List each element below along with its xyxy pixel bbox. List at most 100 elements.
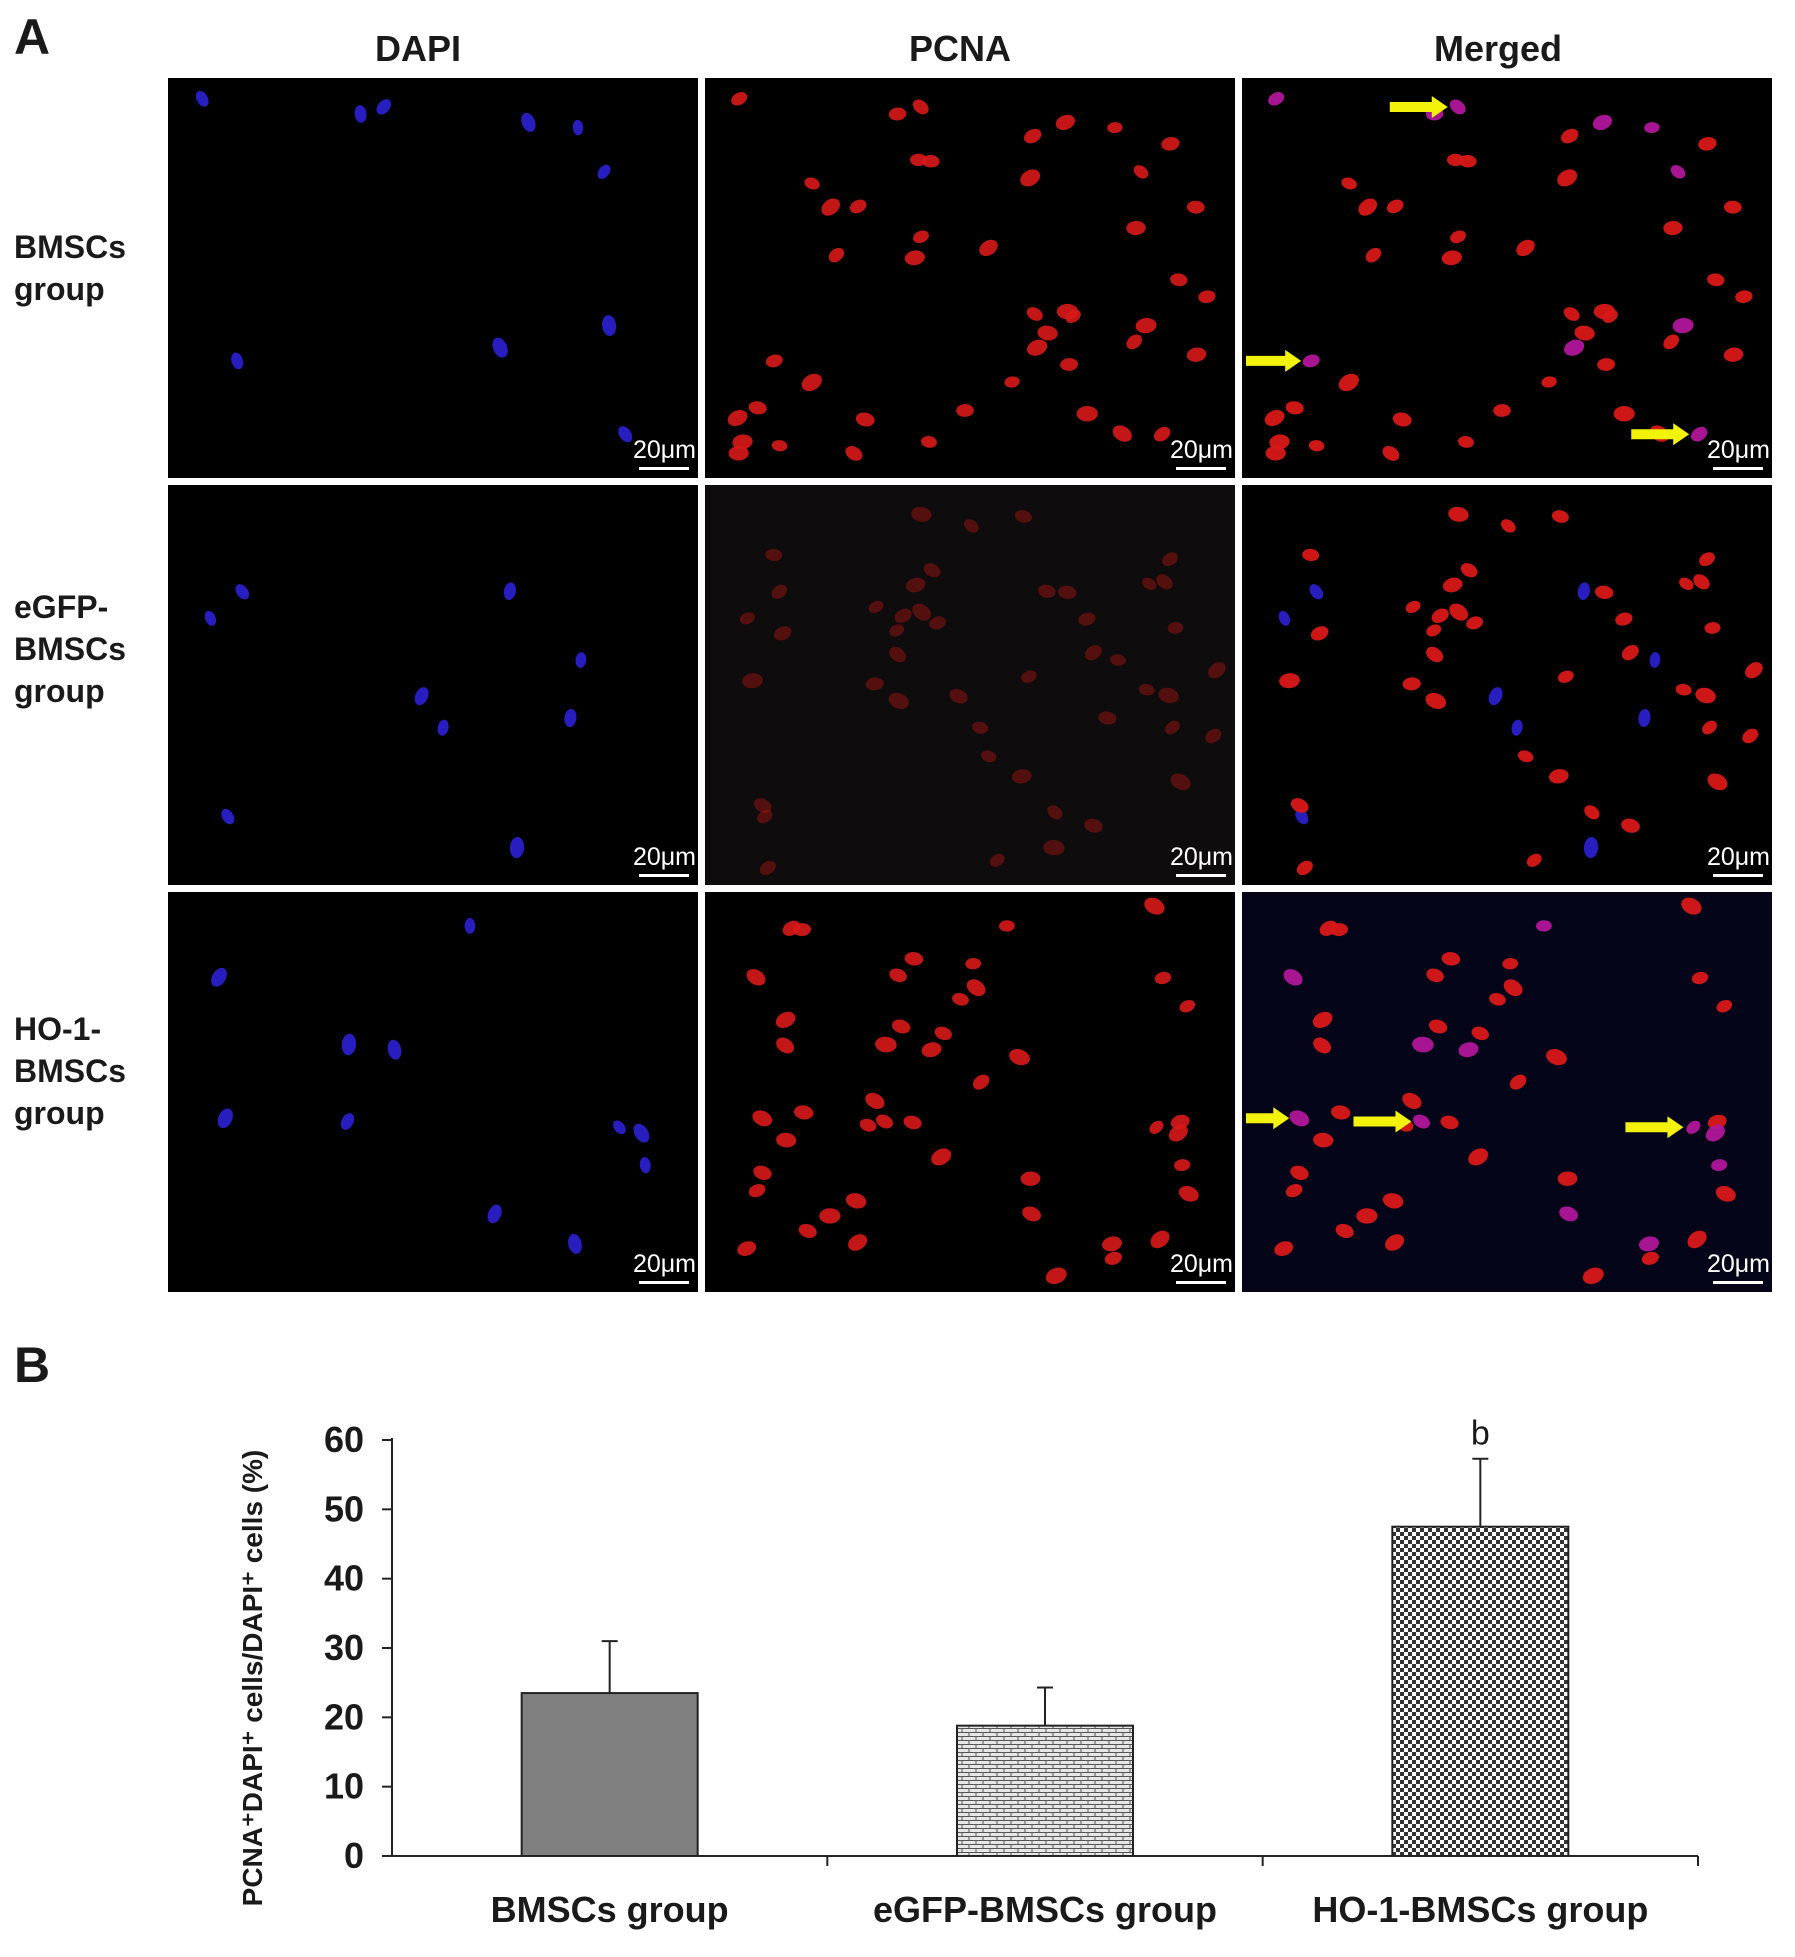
y-axis-title: PCNA⁺DAPI⁺ cells/DAPI⁺ cells (%) — [237, 1450, 268, 1907]
cell-nucleus — [765, 548, 783, 562]
cell-nucleus — [1402, 677, 1421, 691]
cell-nucleus — [929, 616, 947, 630]
row-label-line: group — [14, 673, 105, 709]
cell-nucleus — [1020, 1171, 1041, 1186]
cell-nucleus — [746, 969, 766, 986]
scale-bar: 20μm — [633, 436, 696, 470]
cell-nucleus — [1441, 250, 1462, 266]
cell-nucleus — [639, 1157, 651, 1174]
arrow-icon — [1631, 423, 1690, 446]
cell-layer — [737, 897, 1199, 1285]
scale-bar-label: 20μm — [1706, 1250, 1770, 1278]
cell-nucleus — [1268, 92, 1285, 106]
cell-nucleus — [1022, 1206, 1041, 1222]
cell-nucleus — [753, 1165, 772, 1180]
cell-nucleus — [1502, 957, 1519, 970]
y-tick-label: 50 — [324, 1488, 364, 1529]
cell-nucleus — [913, 230, 929, 244]
cell-nucleus — [1179, 999, 1196, 1013]
cell-nucleus — [1509, 1074, 1527, 1090]
cell-nucleus — [1536, 920, 1552, 932]
scale-bar-line — [1176, 1281, 1227, 1284]
cell-nucleus — [1142, 577, 1157, 590]
cell-nucleus — [1641, 1251, 1660, 1265]
cell-nucleus — [341, 1033, 357, 1056]
row-label-line: group — [14, 271, 105, 307]
cell-nucleus — [1138, 683, 1155, 696]
cell-nucleus — [1084, 818, 1103, 833]
cell-nucleus — [828, 247, 845, 263]
scale-bar-line — [1176, 874, 1227, 877]
cell-nucleus — [1144, 897, 1165, 915]
bar-chart: 0 10 20 30 40 50 60 BMSCs group eGFP-BMSCs group… — [237, 1415, 1699, 1930]
cell-layer — [1278, 506, 1763, 876]
cell-nucleus — [437, 719, 449, 736]
cell-nucleus — [1026, 307, 1043, 321]
cell-layer — [727, 92, 1216, 461]
column-header-pcna: PCNA — [908, 28, 1011, 69]
cell-nucleus — [757, 809, 773, 824]
cell-nucleus — [1102, 1236, 1122, 1252]
cell-nucleus — [1705, 1124, 1725, 1142]
cell-nucleus — [1170, 1114, 1190, 1130]
cell-nucleus — [1060, 358, 1078, 371]
cell-nucleus — [1441, 952, 1461, 966]
cell-nucleus — [1133, 165, 1149, 179]
cell-nucleus — [1283, 969, 1303, 986]
cell-nucleus — [1045, 1267, 1067, 1285]
scale-bar: 20μm — [633, 1250, 696, 1284]
cell-nucleus — [775, 1011, 796, 1028]
panel-a-letter: A — [14, 9, 51, 65]
cell-nucleus — [1449, 99, 1466, 115]
micrograph-ho1-bmscs-pcna: 20μm — [705, 892, 1235, 1292]
cell-nucleus — [1112, 425, 1132, 442]
cell-nucleus — [211, 967, 227, 987]
cell-nucleus — [1466, 616, 1484, 630]
scale-bar-label: 20μm — [1706, 436, 1770, 464]
scale-bar: 20μm — [1707, 436, 1770, 470]
cell-nucleus — [1723, 200, 1742, 214]
cell-nucleus — [868, 600, 884, 613]
cell-nucleus — [1405, 600, 1421, 613]
cell-nucleus — [572, 119, 584, 136]
cell-nucleus — [1707, 773, 1728, 791]
cell-nucleus — [487, 1204, 502, 1224]
cell-nucleus — [1170, 773, 1191, 791]
cell-nucleus — [727, 410, 748, 426]
cell-nucleus — [492, 337, 508, 358]
cell-nucleus — [911, 506, 932, 522]
scale-bar-line — [1713, 467, 1764, 470]
cell-layer — [1246, 897, 1736, 1285]
cell-nucleus — [1168, 1124, 1188, 1142]
cell-nucleus — [1269, 434, 1290, 450]
cell-nucleus — [728, 445, 749, 461]
cell-nucleus — [1541, 376, 1557, 388]
scale-bar: 20μm — [1170, 1250, 1233, 1284]
cell-nucleus — [1551, 510, 1569, 523]
cell-nucleus — [1702, 720, 1717, 735]
cell-nucleus — [204, 610, 217, 626]
cell-nucleus — [1313, 1037, 1332, 1054]
cell-nucleus — [1265, 445, 1286, 461]
cell-nucleus — [1308, 440, 1325, 452]
cell-nucleus — [1412, 1036, 1434, 1053]
cell-nucleus — [1663, 334, 1679, 350]
cell-nucleus — [876, 1114, 893, 1129]
cell-nucleus — [1290, 1165, 1309, 1180]
cell-nucleus — [1503, 979, 1523, 997]
row-label-line: BMSCs — [14, 631, 127, 667]
cell-nucleus — [753, 798, 772, 813]
cell-nucleus — [934, 1026, 952, 1041]
column-header-dapi: DAPI — [374, 28, 461, 69]
scale-bar-label: 20μm — [1706, 843, 1770, 871]
cell-nucleus — [1358, 198, 1378, 216]
cell-nucleus — [1078, 612, 1096, 626]
cell-nucleus — [1583, 837, 1599, 859]
cell-nucleus — [1402, 1092, 1422, 1109]
cell-nucleus — [765, 354, 783, 368]
cell-nucleus — [1613, 406, 1635, 422]
cell-nucleus — [1516, 239, 1535, 257]
cell-nucleus — [1638, 708, 1651, 728]
micrograph-egfp-bmscs-pcna: 20μm — [705, 485, 1235, 885]
cell-nucleus — [1302, 354, 1320, 368]
